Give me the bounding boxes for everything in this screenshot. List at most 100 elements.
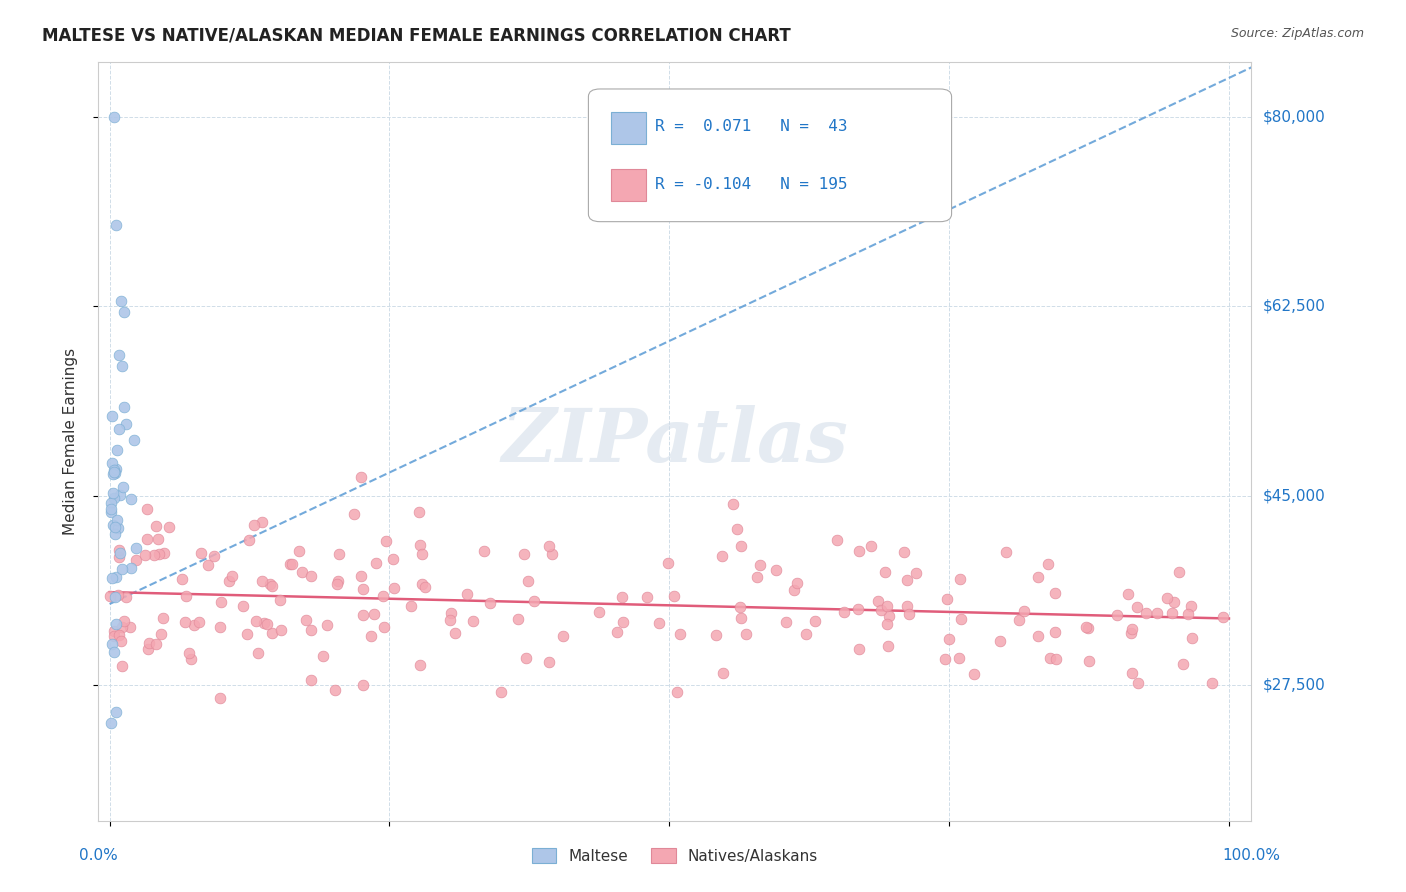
Point <box>783 582 806 597</box>
Point <box>665 685 688 699</box>
Point <box>291 565 314 579</box>
Point <box>456 587 478 601</box>
Point <box>848 544 870 558</box>
Point <box>260 578 283 592</box>
Point <box>281 557 304 571</box>
Point <box>115 590 138 604</box>
Point <box>299 569 322 583</box>
Point <box>730 599 752 614</box>
Legend: Maltese, Natives/Alaskans: Maltese, Natives/Alaskans <box>526 842 824 870</box>
Point <box>413 580 436 594</box>
Point <box>134 548 156 562</box>
Point <box>1177 607 1199 622</box>
Point <box>730 539 752 553</box>
Point <box>636 590 658 604</box>
Point <box>408 505 430 519</box>
Point <box>180 652 202 666</box>
Point <box>245 614 267 628</box>
Point <box>104 706 127 720</box>
Point <box>288 543 311 558</box>
Point <box>110 293 132 308</box>
Point <box>107 588 129 602</box>
Point <box>118 620 141 634</box>
Point <box>879 609 901 624</box>
Point <box>411 547 433 561</box>
Point <box>136 641 159 656</box>
Point <box>145 519 167 533</box>
Point <box>866 594 889 608</box>
Point <box>1026 629 1049 643</box>
Point <box>238 533 260 547</box>
Point <box>107 521 129 535</box>
Point <box>105 513 128 527</box>
Point <box>735 627 758 641</box>
Point <box>179 647 201 661</box>
Point <box>260 626 283 640</box>
Point <box>1043 624 1066 639</box>
Point <box>360 628 382 642</box>
Point <box>876 617 898 632</box>
Point <box>190 546 212 560</box>
Point <box>111 659 134 673</box>
Point <box>328 547 350 561</box>
Point <box>765 563 787 577</box>
Point <box>108 422 131 436</box>
Point <box>104 617 127 632</box>
Point <box>1171 657 1194 671</box>
Y-axis label: Median Female Earnings: Median Female Earnings <box>63 348 77 535</box>
Point <box>120 491 142 506</box>
Point <box>101 637 124 651</box>
Point <box>373 620 395 634</box>
Point <box>612 590 634 604</box>
Point <box>197 558 219 572</box>
Point <box>848 642 870 657</box>
Point <box>104 466 127 480</box>
Text: $27,500: $27,500 <box>1263 678 1326 693</box>
Point <box>515 650 537 665</box>
Text: MALTESE VS NATIVE/ALASKAN MEDIAN FEMALE EARNINGS CORRELATION CHART: MALTESE VS NATIVE/ALASKAN MEDIAN FEMALE … <box>42 27 792 45</box>
Point <box>104 527 127 541</box>
Point <box>100 505 122 519</box>
Point <box>935 592 957 607</box>
Point <box>439 613 461 627</box>
Point <box>143 548 166 562</box>
Point <box>111 359 134 373</box>
Point <box>938 632 960 647</box>
Point <box>363 607 385 622</box>
Point <box>1043 586 1066 600</box>
Point <box>101 467 124 481</box>
Point <box>612 615 634 629</box>
Point <box>125 541 148 555</box>
Point <box>523 593 546 607</box>
Point <box>101 485 124 500</box>
Point <box>1026 570 1049 584</box>
Text: 0.0%: 0.0% <box>79 848 118 863</box>
Point <box>786 576 808 591</box>
Point <box>326 574 349 589</box>
Point <box>172 573 194 587</box>
Point <box>150 627 173 641</box>
Point <box>100 502 122 516</box>
Point <box>256 617 278 632</box>
Point <box>174 615 197 630</box>
Point <box>1126 599 1149 614</box>
Point <box>517 574 540 588</box>
Point <box>1118 587 1140 601</box>
Point <box>105 570 128 584</box>
Point <box>588 606 610 620</box>
Point <box>537 655 560 669</box>
Point <box>183 617 205 632</box>
Point <box>259 577 281 591</box>
Point <box>100 716 122 731</box>
Point <box>157 520 180 534</box>
Point <box>103 110 125 124</box>
Point <box>270 623 292 637</box>
FancyBboxPatch shape <box>589 89 952 222</box>
Text: ZIPatlas: ZIPatlas <box>502 405 848 478</box>
Point <box>108 628 131 642</box>
Point <box>461 614 484 628</box>
Point <box>827 533 849 548</box>
Point <box>1180 599 1202 614</box>
Point <box>350 569 373 583</box>
Point <box>1121 622 1143 636</box>
